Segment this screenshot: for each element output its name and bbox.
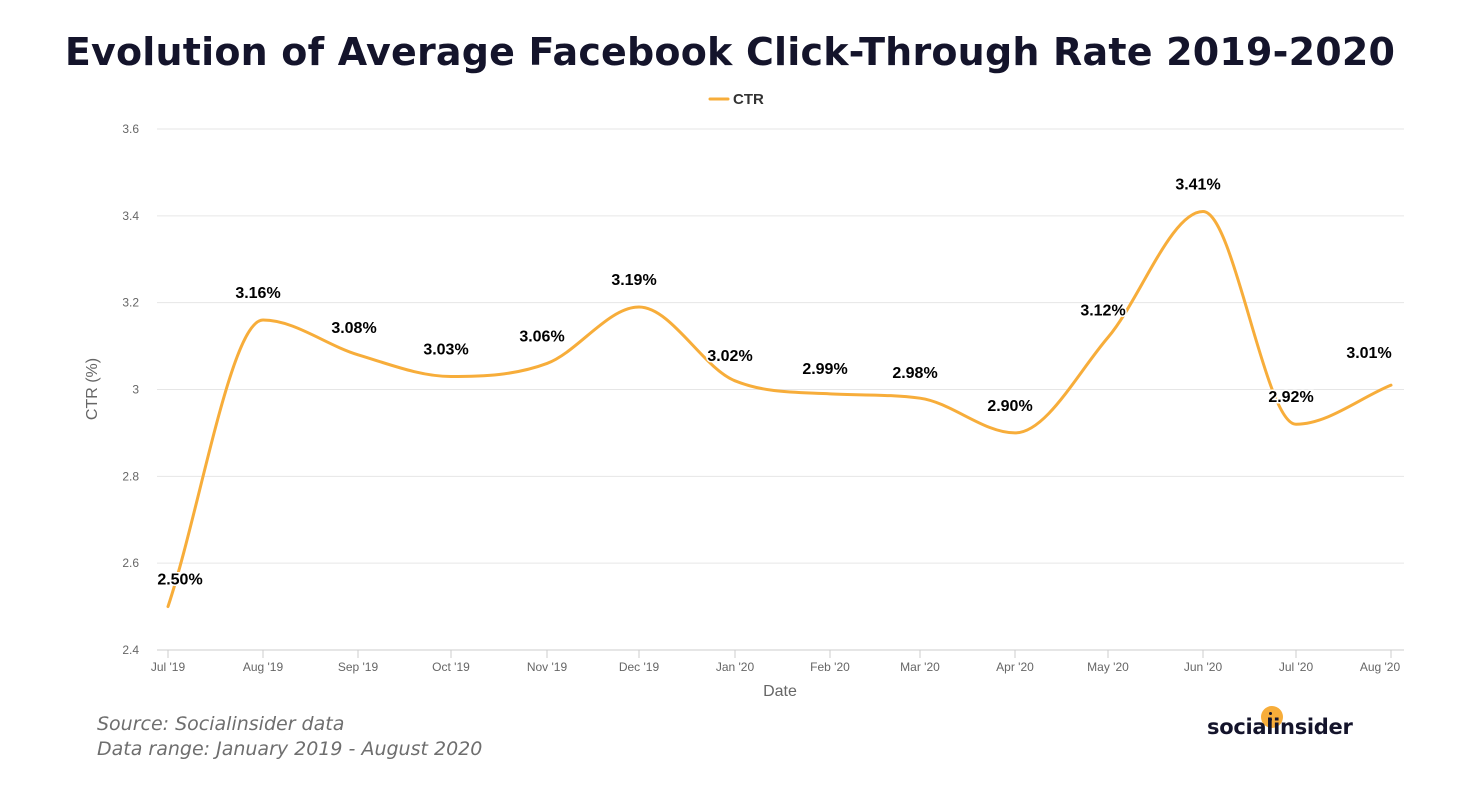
data-label: 3.08% — [331, 320, 376, 337]
data-label: 2.50% — [157, 572, 202, 589]
data-label: 2.92% — [1268, 389, 1313, 406]
y-tick-label: 3 — [132, 383, 139, 397]
x-tick-label: Aug '19 — [243, 660, 284, 674]
x-axis-title: Date — [763, 683, 797, 700]
logo-text: socialinsider — [1207, 715, 1353, 739]
x-tick-label: Sep '19 — [338, 660, 379, 674]
x-tick-label: Apr '20 — [996, 660, 1034, 674]
chart-footer: Source: Socialinsider data Data range: J… — [97, 712, 482, 762]
data-label: 3.06% — [519, 328, 564, 345]
chart-title: Evolution of Average Facebook Click-Thro… — [64, 30, 1396, 74]
x-tick-label: Mar '20 — [900, 660, 940, 674]
legend-label-ctr: CTR — [733, 91, 764, 108]
y-tick-label: 2.6 — [122, 556, 139, 570]
data-range-note: Data range: January 2019 - August 2020 — [97, 738, 483, 760]
y-tick-label: 2.8 — [122, 469, 139, 483]
logo-dot-icon — [1261, 706, 1283, 728]
y-axis-title: CTR (%) — [84, 358, 101, 420]
source-note: Source: Socialinsider data — [97, 713, 345, 735]
data-label: 3.01% — [1346, 345, 1391, 362]
data-label: 2.99% — [802, 361, 847, 378]
y-tick-label: 3.4 — [122, 209, 139, 223]
x-tick-label: May '20 — [1087, 660, 1129, 674]
x-tick-label: Dec '19 — [619, 660, 660, 674]
y-tick-label: 3.6 — [122, 122, 139, 136]
data-label: 3.02% — [707, 348, 752, 365]
data-label: 3.41% — [1175, 176, 1220, 193]
socialinsider-logo: socialinsider — [1207, 706, 1357, 746]
x-tick-label: Jul '19 — [151, 660, 186, 674]
data-label: 3.03% — [423, 341, 468, 358]
data-label: 2.90% — [987, 398, 1032, 415]
y-tick-label: 2.4 — [122, 643, 139, 657]
x-tick-label: Oct '19 — [432, 660, 470, 674]
data-label: 3.19% — [611, 272, 656, 289]
logo-eyes-icon — [1269, 712, 1277, 722]
x-tick-label: Nov '19 — [527, 660, 568, 674]
x-tick-label: Jan '20 — [716, 660, 755, 674]
line-chart: 2.4 2.6 2.8 3 3.2 3.4 3.6 Jul '19 Aug '19 Sep '19… — [84, 91, 1404, 700]
x-tick-label: Feb '20 — [810, 660, 850, 674]
x-tick-label: Jul '20 — [1279, 660, 1314, 674]
ctr-series-line — [166, 209, 1393, 609]
x-tick-label: Jun '20 — [1184, 660, 1223, 674]
data-label: 3.12% — [1080, 302, 1125, 319]
y-tick-label: 3.2 — [122, 296, 139, 310]
x-tick-label: Aug '20 — [1360, 660, 1401, 674]
data-label: 2.98% — [892, 365, 937, 382]
data-label: 3.16% — [235, 285, 280, 302]
